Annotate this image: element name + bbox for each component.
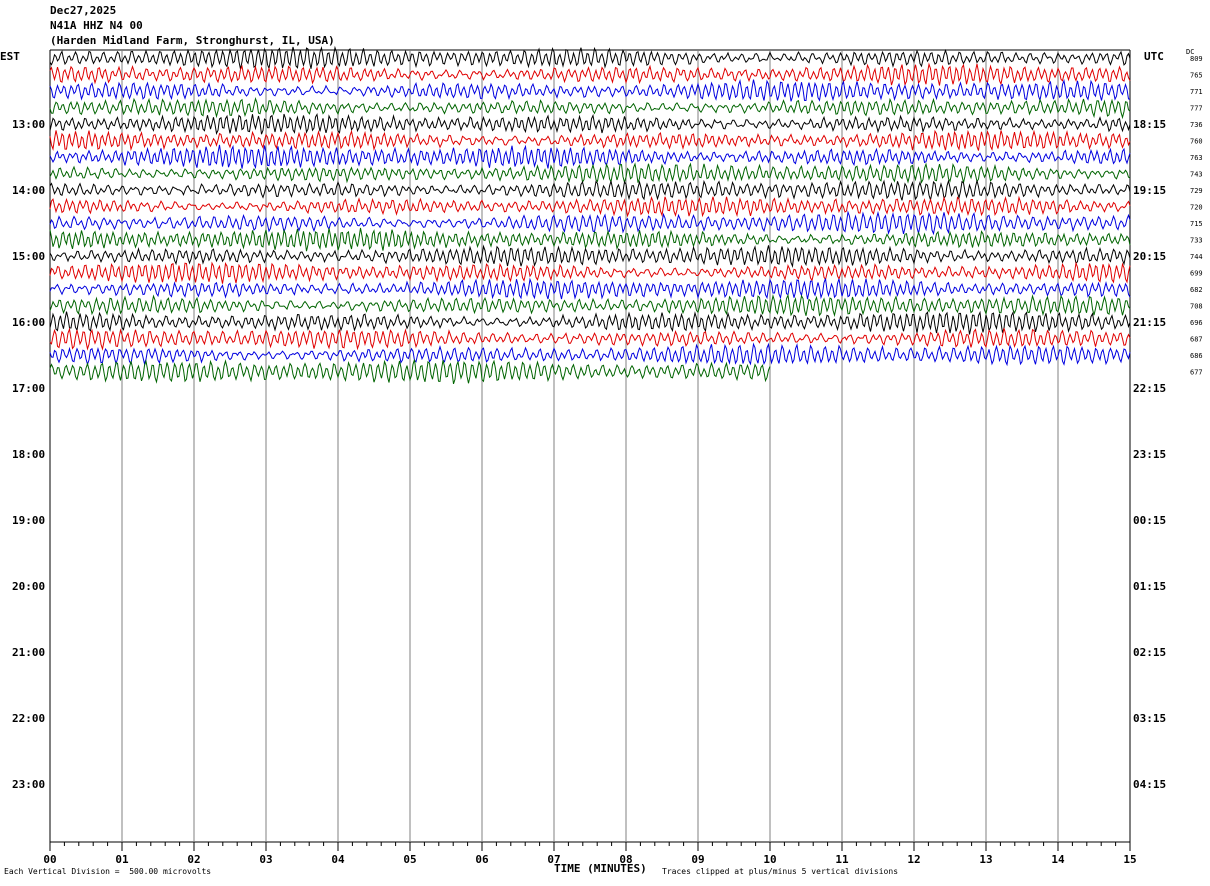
seismic-trace [49,359,771,385]
trace-dc-offset: 699 [1190,270,1203,278]
x-tick-label: 12 [907,853,920,866]
left-hour-label: 19:00 [12,514,45,527]
trace-dc-offset: 760 [1190,138,1203,146]
x-tick-label: 14 [1051,853,1065,866]
trace-dc-offset: 687 [1190,336,1203,344]
seismic-trace [49,244,1131,268]
station-location: (Harden Midland Farm, Stronghurst, IL, U… [50,34,335,47]
x-tick-label: 00 [43,853,56,866]
seismic-trace [49,293,1131,318]
trace-dc-offset: 696 [1190,319,1203,327]
x-tick-label: 09 [691,853,704,866]
trace-dc-offset: 708 [1190,303,1203,311]
chart-date: Dec27,2025 [50,4,117,17]
right-hour-label: 03:15 [1133,712,1166,725]
x-tick-label: 05 [403,853,416,866]
x-tick-label: 02 [187,853,200,866]
scale-note: Each Vertical Division = 500.00 microvol… [4,867,212,876]
seismic-trace [49,96,1131,120]
trace-dc-offset: 686 [1190,352,1203,360]
x-tick-label: 08 [619,853,632,866]
right-hour-label: 01:15 [1133,580,1166,593]
x-tick-label: 03 [259,853,272,866]
trace-dc-offset: 729 [1190,187,1203,195]
trace-dc-offset: 736 [1190,121,1203,129]
right-hour-label: 02:15 [1133,646,1166,659]
left-hour-label: 21:00 [12,646,45,659]
right-hour-label: 19:15 [1133,184,1166,197]
x-axis-title: TIME (MINUTES) [554,862,647,875]
x-tick-label: 01 [115,853,129,866]
x-tick-label: 13 [979,853,992,866]
seismic-trace [49,310,1131,335]
x-tick-label: 04 [331,853,345,866]
x-tick-label: 07 [547,853,560,866]
left-hour-label: 16:00 [12,316,45,329]
seismic-trace [49,261,1131,284]
left-hour-label: 14:00 [12,184,45,197]
seismic-trace [49,62,1131,87]
right-hour-label: 20:15 [1133,250,1166,263]
left-timezone-label: EST [0,50,20,63]
left-hour-label: 13:00 [12,118,45,131]
x-tick-label: 15 [1123,853,1136,866]
left-hour-label: 20:00 [12,580,45,593]
seismic-trace [49,210,1131,236]
left-hour-label: 23:00 [12,778,45,791]
right-hour-label: 00:15 [1133,514,1166,527]
right-timezone-label: UTC [1144,50,1164,63]
right-hour-label: 21:15 [1133,316,1166,329]
seismic-trace [49,195,1131,218]
seismic-trace [49,113,1131,135]
right-hour-label: 04:15 [1133,778,1166,791]
trace-dc-offset: 809 [1190,55,1203,63]
station-code: N41A HHZ N4 00 [50,19,143,32]
trace-dc-offset: 733 [1190,237,1203,245]
trace-dc-offset: 777 [1190,105,1203,113]
dc-header-label: DC [1186,48,1195,56]
right-hour-label: 23:15 [1133,448,1166,461]
trace-dc-offset: 743 [1190,171,1203,179]
seismic-trace [49,227,1131,252]
right-hour-label: 18:15 [1133,118,1166,131]
seismic-trace [49,178,1131,202]
trace-dc-offset: 720 [1190,204,1203,212]
seismic-trace [49,162,1131,185]
x-tick-label: 11 [835,853,849,866]
trace-dc-offset: 744 [1190,253,1203,261]
left-hour-label: 22:00 [12,712,45,725]
seismic-trace [49,129,1131,152]
x-tick-label: 06 [475,853,489,866]
trace-dc-offset: 715 [1190,220,1203,228]
left-hour-label: 17:00 [12,382,45,395]
seismic-trace [49,327,1131,351]
clip-note: Traces clipped at plus/minus 5 vertical … [662,867,899,876]
right-hour-label: 22:15 [1133,382,1166,395]
seismic-trace [49,342,1131,367]
trace-dc-offset: 763 [1190,154,1203,162]
left-hour-label: 18:00 [12,448,45,461]
trace-dc-offset: 682 [1190,286,1203,294]
trace-dc-offset: 677 [1190,369,1203,377]
seismic-trace [49,78,1131,103]
left-hour-label: 15:00 [12,250,45,263]
seismic-trace [49,45,1131,71]
trace-dc-offset: 765 [1190,72,1203,80]
seismic-trace [49,144,1131,170]
x-tick-label: 10 [763,853,776,866]
trace-dc-offset: 771 [1190,88,1203,96]
seismic-trace [49,277,1131,300]
